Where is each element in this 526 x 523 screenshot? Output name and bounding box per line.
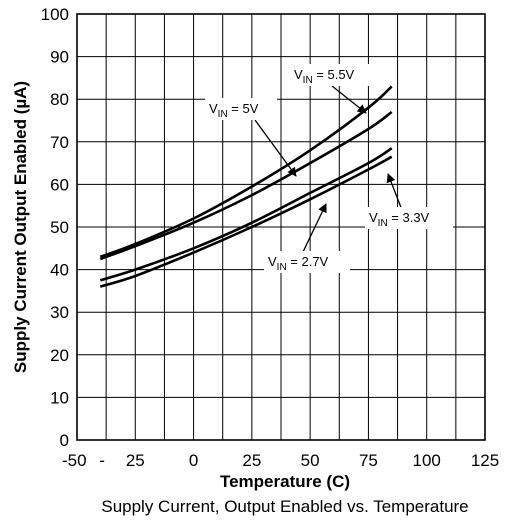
annotation-box — [290, 64, 380, 86]
y-tick-label: 100 — [41, 5, 69, 24]
y-tick-label: 70 — [50, 133, 69, 152]
annotation-box — [264, 251, 350, 273]
x-tick-label: -50 — [62, 451, 87, 470]
x-tick-labels: -50- 25 0 25 50 75 100 125 — [62, 451, 499, 470]
series-line — [99, 110, 393, 261]
y-tick-label: 30 — [50, 303, 69, 322]
x-tick-label: 50 — [301, 451, 320, 470]
series-annotation: VIN = 5V — [209, 101, 259, 120]
x-tick-label: 100 — [413, 451, 441, 470]
x-tick-label: 125 — [471, 451, 499, 470]
series-line — [99, 155, 393, 288]
chart-title: Supply Current, Output Enabled vs. Tempe… — [101, 497, 468, 516]
y-tick-label: 90 — [50, 48, 69, 67]
x-tick-label: 25 — [126, 451, 145, 470]
x-tick-label: 75 — [359, 451, 378, 470]
x-tick-label: 25 — [242, 451, 261, 470]
annotation-arrow — [301, 203, 327, 255]
annotation-box — [205, 98, 277, 120]
y-tick-label: 0 — [60, 431, 69, 450]
x-tick-label: - — [99, 451, 105, 470]
plot-frame — [76, 13, 486, 441]
y-tick-label: 40 — [50, 261, 69, 280]
series-curves — [99, 85, 393, 288]
annotation-arrow — [331, 85, 367, 114]
series-annotation: VIN = 3.3V — [369, 210, 430, 229]
y-tick-label: 50 — [50, 218, 69, 237]
y-tick-labels: 0 10 20 30 40 50 60 70 80 90 100 — [41, 5, 69, 450]
x-axis-label: Temperature (C) — [220, 472, 350, 491]
annotation-arrow — [254, 119, 297, 177]
y-tick-label: 10 — [50, 388, 69, 407]
series-annotations: VIN = 5.5V VIN = 5V VIN = 3.3V VIN = 2.7V — [205, 64, 453, 273]
y-axis-label: Supply Current Output Enabled (µA) — [11, 81, 30, 373]
grid-lines — [77, 14, 485, 440]
annotation-box — [365, 207, 453, 229]
annotation-arrow — [386, 173, 403, 211]
series-line — [99, 147, 393, 282]
x-tick-label: 0 — [189, 451, 198, 470]
series-line — [99, 85, 393, 259]
y-tick-label: 60 — [50, 175, 69, 194]
y-tick-label: 20 — [50, 346, 69, 365]
y-tick-label: 80 — [50, 90, 69, 109]
annotation-arrows — [254, 85, 403, 255]
series-annotation: VIN = 2.7V — [268, 254, 329, 273]
series-annotation: VIN = 5.5V — [294, 67, 355, 86]
